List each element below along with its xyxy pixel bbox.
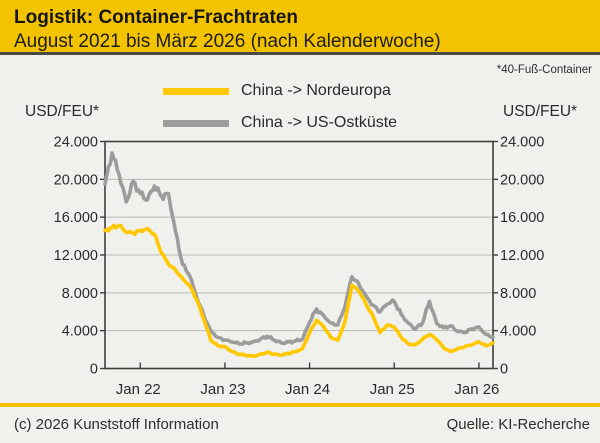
x-tick-label: Jan 26 [454, 381, 499, 398]
y-tick-label-right: 16.000 [500, 210, 544, 226]
page-subtitle: August 2021 bis März 2026 (nach Kalender… [14, 31, 441, 52]
y-tick-label-right: 4.000 [500, 324, 536, 340]
y-tick-label-right: 20.000 [500, 172, 544, 188]
y-tick-label-left: 12.000 [54, 248, 98, 264]
legend-label-nordeuropa: China -> Nordeuropa [241, 82, 391, 99]
y-tick-label-left: 8.000 [62, 286, 98, 302]
y-tick-label-left: 20.000 [54, 172, 98, 188]
copyright-text: (c) 2026 Kunststoff Information [14, 416, 219, 433]
series-line-china-us-ostkueste [103, 151, 495, 346]
y-tick-label-right: 8.000 [500, 286, 536, 302]
y-axis-unit-left: USD/FEU* [25, 103, 100, 120]
legend-swatch-us-ostkueste [163, 119, 229, 127]
y-tick-label-right: 12.000 [500, 248, 544, 264]
series-line-china-nordeuropa [103, 223, 495, 359]
y-tick-label-left: 16.000 [54, 210, 98, 226]
y-axis-unit-right: USD/FEU* [503, 103, 578, 120]
x-tick-label: Jan 25 [370, 381, 415, 398]
y-tick-label-left: 24.000 [54, 135, 98, 151]
legend-item-nordeuropa: China -> Nordeuropa [163, 82, 391, 100]
y-tick-label-right: 0 [500, 362, 508, 378]
legend-item-us-ostkueste: China -> US-Ostküste [163, 114, 397, 132]
y-tick-label-right: 24.000 [500, 135, 544, 151]
legend-swatch-nordeuropa [163, 87, 229, 95]
footnote-40ft-container: *40-Fuß-Container [496, 64, 592, 76]
page-title: Logistik: Container-Frachtraten [14, 7, 298, 28]
source-text: Quelle: KI-Recherche [446, 416, 590, 433]
x-tick-label: Jan 22 [116, 381, 161, 398]
legend-label-us-ostkueste: China -> US-Ostküste [241, 114, 398, 131]
header: Logistik: Container-Frachtraten August 2… [0, 0, 600, 55]
x-tick-label: Jan 24 [285, 381, 330, 398]
y-tick-label-left: 4.000 [62, 324, 98, 340]
x-tick-label: Jan 23 [200, 381, 245, 398]
footer-divider [0, 403, 600, 407]
y-tick-label-left: 0 [90, 362, 98, 378]
